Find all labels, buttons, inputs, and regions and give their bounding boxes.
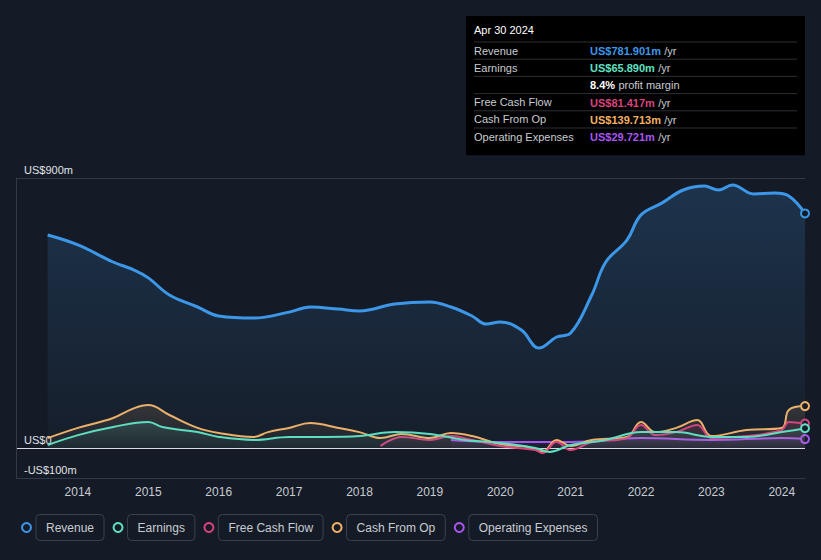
svg-text:US$139.713m: US$139.713m	[590, 114, 661, 126]
svg-text:Cash From Op: Cash From Op	[357, 521, 436, 535]
svg-text:2022: 2022	[628, 485, 655, 499]
svg-text:US$0: US$0	[24, 434, 52, 446]
svg-text:US$900m: US$900m	[24, 164, 73, 176]
svg-text:Free Cash Flow: Free Cash Flow	[228, 521, 313, 535]
svg-text:/yr: /yr	[664, 114, 677, 126]
svg-text:US$65.890m: US$65.890m	[590, 62, 655, 74]
svg-text:2020: 2020	[487, 485, 514, 499]
svg-text:Revenue: Revenue	[46, 521, 94, 535]
svg-text:profit margin: profit margin	[618, 79, 679, 91]
svg-text:/yr: /yr	[658, 97, 671, 109]
svg-text:Operating Expenses: Operating Expenses	[479, 521, 588, 535]
svg-text:8.4%: 8.4%	[590, 79, 615, 91]
svg-text:2023: 2023	[698, 485, 725, 499]
svg-text:Revenue: Revenue	[474, 45, 518, 57]
svg-text:2014: 2014	[65, 485, 92, 499]
svg-text:/yr: /yr	[658, 131, 671, 143]
svg-text:Apr 30 2024: Apr 30 2024	[474, 24, 534, 36]
svg-text:US$781.901m: US$781.901m	[590, 45, 661, 57]
svg-text:-US$100m: -US$100m	[24, 464, 77, 476]
svg-text:/yr: /yr	[664, 45, 677, 57]
svg-text:Cash From Op: Cash From Op	[474, 113, 546, 125]
svg-text:2017: 2017	[276, 485, 303, 499]
svg-text:/yr: /yr	[658, 62, 671, 74]
svg-text:2018: 2018	[346, 485, 373, 499]
svg-text:2024: 2024	[768, 485, 795, 499]
svg-text:2021: 2021	[557, 485, 584, 499]
svg-text:Earnings: Earnings	[138, 521, 185, 535]
svg-text:Free Cash Flow: Free Cash Flow	[474, 96, 552, 108]
svg-text:Operating Expenses: Operating Expenses	[474, 131, 574, 143]
svg-text:2015: 2015	[135, 485, 162, 499]
svg-text:US$81.417m: US$81.417m	[590, 97, 655, 109]
svg-text:Earnings: Earnings	[474, 62, 518, 74]
svg-text:US$29.721m: US$29.721m	[590, 131, 655, 143]
svg-text:2016: 2016	[205, 485, 232, 499]
svg-text:2019: 2019	[417, 485, 444, 499]
